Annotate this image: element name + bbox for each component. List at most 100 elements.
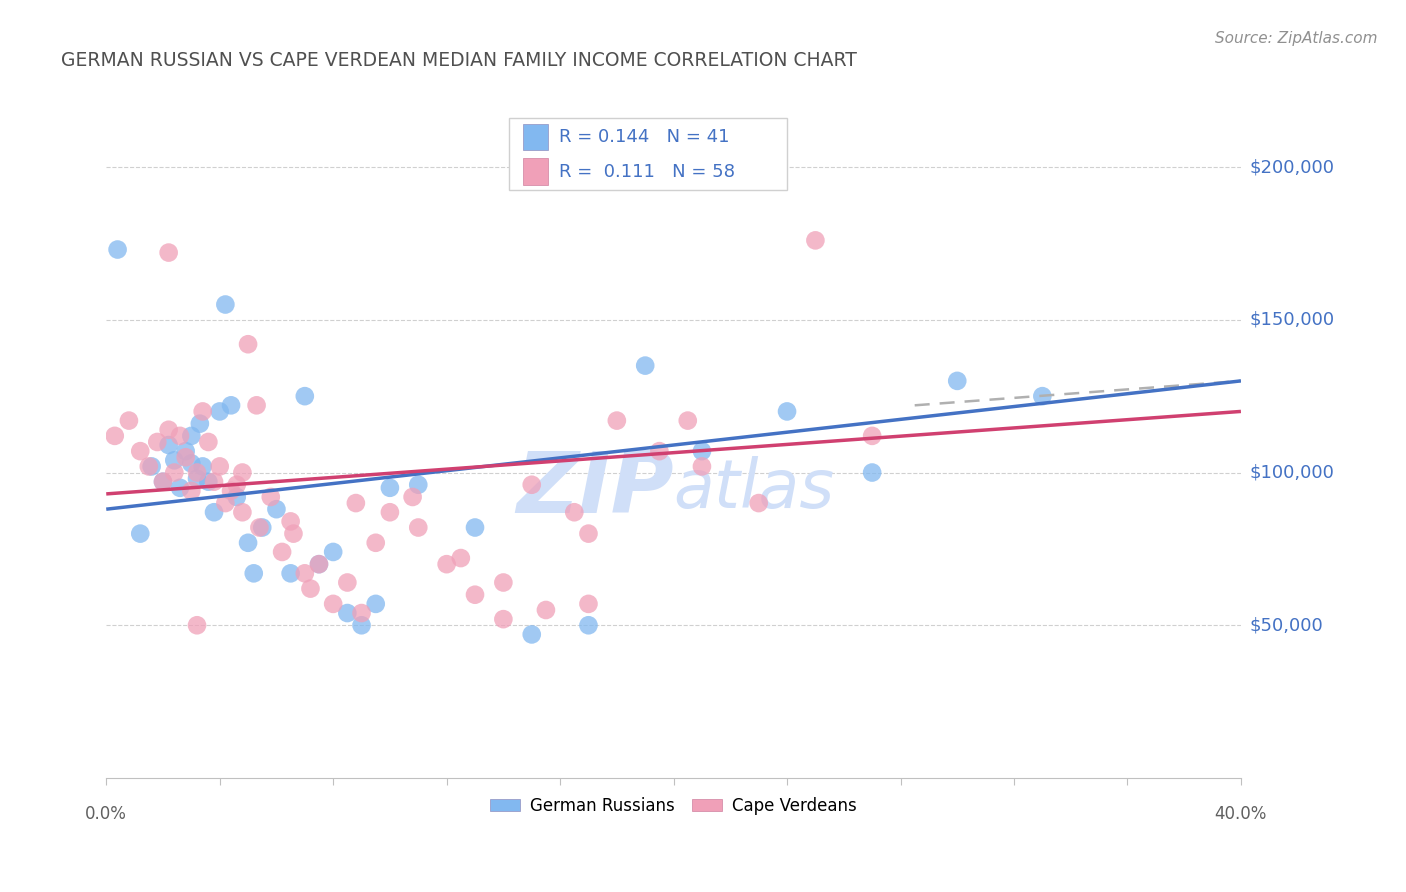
Point — [464, 588, 486, 602]
Point — [520, 627, 543, 641]
Point — [364, 597, 387, 611]
Point — [336, 606, 359, 620]
Point — [364, 536, 387, 550]
Point — [648, 444, 671, 458]
Point — [157, 423, 180, 437]
Point — [266, 502, 288, 516]
Text: $50,000: $50,000 — [1250, 616, 1323, 634]
Point — [492, 612, 515, 626]
Point — [180, 456, 202, 470]
Point — [180, 483, 202, 498]
Point — [245, 398, 267, 412]
Point — [294, 566, 316, 581]
Point — [280, 566, 302, 581]
Point — [186, 466, 208, 480]
Point — [231, 505, 253, 519]
Point — [236, 536, 259, 550]
Point — [260, 490, 283, 504]
Point — [336, 575, 359, 590]
Point — [231, 466, 253, 480]
Point — [401, 490, 423, 504]
Point — [157, 245, 180, 260]
Point — [860, 429, 883, 443]
Point — [294, 389, 316, 403]
Point — [283, 526, 305, 541]
Text: atlas: atlas — [673, 457, 835, 523]
Text: 0.0%: 0.0% — [86, 805, 127, 823]
Point — [308, 557, 330, 571]
Text: ZIP: ZIP — [516, 448, 673, 531]
Point — [197, 475, 219, 489]
Point — [152, 475, 174, 489]
Point — [578, 597, 600, 611]
Point — [860, 466, 883, 480]
Point — [186, 472, 208, 486]
Point — [406, 477, 429, 491]
Legend: German Russians, Cape Verdeans: German Russians, Cape Verdeans — [484, 790, 863, 822]
Point — [350, 606, 373, 620]
Point — [280, 515, 302, 529]
Point — [249, 520, 271, 534]
Point — [690, 444, 713, 458]
Point — [129, 444, 152, 458]
Point — [308, 557, 330, 571]
Point — [202, 505, 225, 519]
Point — [146, 434, 169, 449]
Point — [180, 429, 202, 443]
Point — [186, 618, 208, 632]
Point — [163, 466, 186, 480]
Point — [236, 337, 259, 351]
Point — [157, 438, 180, 452]
Text: R =  0.111   N = 58: R = 0.111 N = 58 — [560, 162, 735, 180]
Point — [169, 481, 191, 495]
Text: Source: ZipAtlas.com: Source: ZipAtlas.com — [1215, 31, 1378, 46]
Point — [152, 475, 174, 489]
Point — [1031, 389, 1053, 403]
Point — [676, 414, 699, 428]
Point — [191, 404, 214, 418]
Point — [450, 551, 472, 566]
Point — [214, 297, 236, 311]
Point — [436, 557, 458, 571]
Point — [562, 505, 585, 519]
Point — [174, 450, 197, 465]
Point — [188, 417, 211, 431]
Point — [225, 490, 247, 504]
Point — [776, 404, 799, 418]
Point — [350, 618, 373, 632]
Point — [378, 481, 401, 495]
Point — [225, 477, 247, 491]
Point — [242, 566, 264, 581]
Point — [578, 618, 600, 632]
Point — [634, 359, 657, 373]
Point — [946, 374, 969, 388]
Point — [299, 582, 322, 596]
Point — [197, 434, 219, 449]
Text: $150,000: $150,000 — [1250, 310, 1336, 329]
Point — [202, 475, 225, 489]
Point — [344, 496, 367, 510]
Point — [322, 597, 344, 611]
Point — [534, 603, 557, 617]
FancyBboxPatch shape — [509, 118, 787, 190]
Point — [219, 483, 242, 498]
Point — [104, 429, 127, 443]
Point — [520, 477, 543, 491]
Point — [464, 520, 486, 534]
Point — [378, 505, 401, 519]
Point — [748, 496, 770, 510]
Point — [804, 233, 827, 247]
Text: 40.0%: 40.0% — [1215, 805, 1267, 823]
Point — [271, 545, 294, 559]
Point — [219, 398, 242, 412]
Point — [322, 545, 344, 559]
Point — [169, 429, 191, 443]
Text: $200,000: $200,000 — [1250, 158, 1334, 176]
Point — [138, 459, 160, 474]
Point — [208, 459, 231, 474]
Point — [129, 526, 152, 541]
Point — [578, 526, 600, 541]
Point — [191, 459, 214, 474]
Point — [107, 243, 129, 257]
Point — [118, 414, 141, 428]
